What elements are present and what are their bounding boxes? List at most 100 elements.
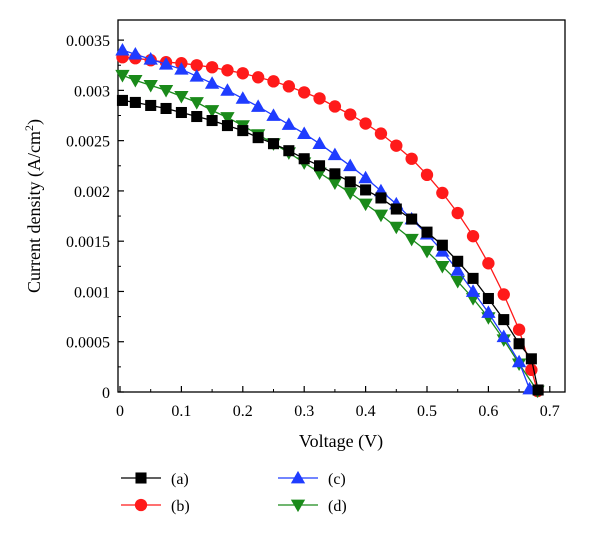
series-line (122, 49, 531, 390)
legend-item: (d) (278, 498, 347, 515)
data-point (175, 106, 187, 119)
data-point (467, 272, 479, 284)
legend-label: (a) (171, 471, 189, 488)
x-tick-label: 0.4 (356, 403, 376, 420)
x-tick-label: 0.2 (233, 403, 253, 420)
data-point (466, 229, 480, 243)
series-d (115, 69, 545, 399)
series-layer (115, 43, 545, 399)
data-point (406, 213, 418, 225)
data-point (283, 145, 295, 157)
x-tick-label: 0.7 (540, 403, 560, 420)
series-line (122, 99, 539, 391)
data-point (436, 239, 448, 251)
data-point (451, 206, 464, 220)
data-point (532, 384, 544, 396)
data-point (313, 92, 326, 105)
x-tick-label: 0.5 (417, 403, 437, 420)
legend-marker (290, 470, 306, 484)
data-point (421, 226, 433, 238)
data-point (189, 69, 204, 82)
data-point (298, 86, 311, 99)
data-point (511, 354, 527, 368)
y-axis-title: Current density (A/cm2) (22, 119, 45, 293)
legend-marker (134, 498, 148, 512)
plot-frame (117, 19, 566, 393)
legend-marker (135, 472, 147, 484)
series-a (116, 94, 544, 396)
x-axis-title: Voltage (V) (299, 431, 383, 452)
data-point (312, 136, 327, 150)
data-point (390, 203, 402, 215)
data-point (205, 61, 219, 74)
data-point (405, 152, 418, 165)
x-tick-label: 0.3 (294, 403, 314, 420)
x-axis: 0 0.1 0.2 0.3 0.4 0.5 0.6 0.7 (116, 386, 560, 420)
data-point (327, 177, 343, 191)
data-point (314, 160, 326, 172)
data-point (374, 127, 388, 140)
legend-label: (c) (328, 471, 346, 488)
data-point (116, 94, 128, 106)
data-point (525, 353, 537, 365)
data-point (482, 292, 494, 305)
data-point (404, 233, 419, 247)
data-point (358, 170, 373, 184)
legend-label: (d) (328, 498, 347, 515)
data-point (251, 71, 265, 84)
y-axis: 0 0.0005 0.001 0.0015 0.002 0.0025 0.003 0.0035 (66, 33, 124, 402)
x-tick-label: 0.1 (171, 403, 191, 420)
data-point (235, 91, 250, 104)
data-point (281, 117, 296, 130)
y-tick-label: 0.003 (74, 83, 110, 100)
data-point (375, 192, 387, 204)
data-point (498, 314, 510, 326)
data-point (373, 209, 389, 223)
data-point (115, 43, 130, 56)
data-point (329, 168, 341, 180)
x-tick-label: 0 (116, 403, 124, 420)
data-point (525, 363, 538, 377)
data-point (482, 257, 495, 270)
data-point (220, 112, 235, 125)
y-tick-label: 0.0015 (66, 234, 110, 251)
data-point (128, 47, 143, 60)
data-point (436, 186, 449, 200)
data-point (358, 198, 373, 212)
data-point (266, 108, 281, 121)
data-point (221, 120, 233, 132)
data-point (344, 176, 356, 188)
data-point (237, 125, 249, 137)
data-point (343, 158, 358, 172)
series-line (122, 74, 539, 392)
data-point (143, 52, 158, 65)
data-point (344, 108, 357, 121)
legend-marker (290, 499, 306, 513)
legend-label: (b) (171, 498, 190, 515)
data-point (174, 91, 189, 104)
data-point (189, 97, 204, 110)
data-point (236, 67, 249, 80)
data-point (419, 245, 435, 259)
data-point (204, 76, 220, 89)
data-point (128, 74, 143, 88)
data-point (252, 132, 264, 144)
data-point (450, 263, 465, 276)
data-point (298, 153, 310, 165)
data-point (465, 284, 481, 297)
data-point (221, 64, 234, 77)
data-point (115, 69, 130, 83)
data-point (327, 147, 343, 161)
data-point (282, 80, 296, 93)
data-point (143, 79, 158, 93)
data-point (450, 276, 465, 289)
data-point (497, 288, 510, 301)
y-tick-label: 0.0035 (66, 33, 110, 50)
data-point (359, 117, 372, 130)
data-point (390, 139, 403, 152)
y-tick-label: 0.001 (74, 284, 110, 301)
data-point (512, 323, 526, 336)
data-point (513, 338, 525, 350)
data-point (328, 100, 342, 113)
